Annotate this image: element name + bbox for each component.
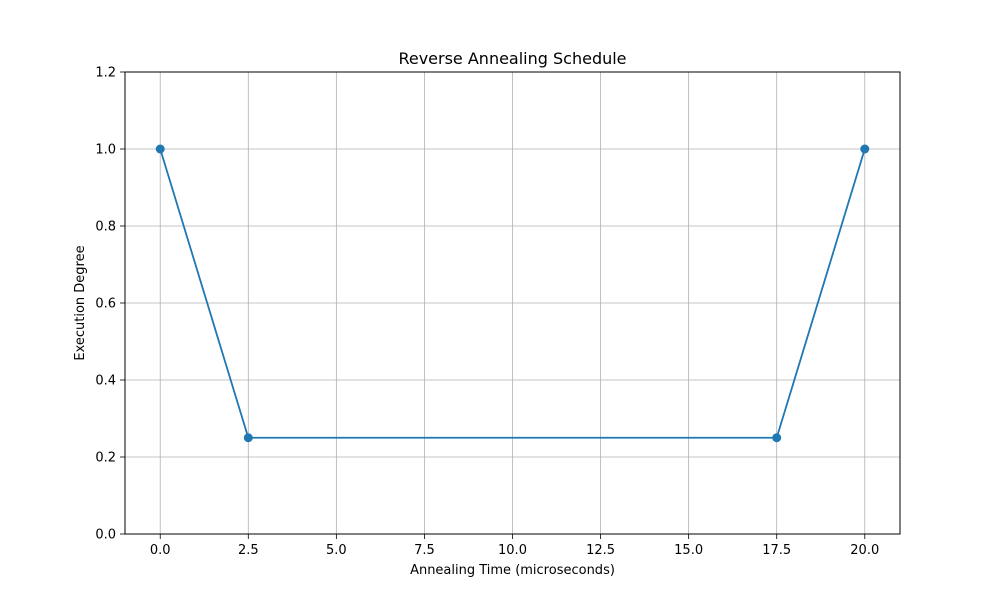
x-tick-label: 17.5 xyxy=(762,543,791,558)
y-tick-label: 0.2 xyxy=(95,451,116,466)
data-point xyxy=(155,144,165,154)
x-tick-label: 10.0 xyxy=(498,543,527,558)
x-tick-label: 15.0 xyxy=(674,543,703,558)
axis-ticks: 0.0 2.5 5.0 7.5 10.0 12.5 15.0 17.5 20.0 0.0 0.2 0.… xyxy=(95,66,879,559)
data-series xyxy=(155,144,870,443)
y-tick-label: 0.4 xyxy=(95,374,116,389)
y-tick-label: 0.6 xyxy=(95,297,116,312)
data-point xyxy=(772,433,782,443)
x-tick-label: 2.5 xyxy=(238,543,259,558)
grid xyxy=(125,71,900,535)
x-tick-label: 0.0 xyxy=(150,543,171,558)
y-tick-label: 1.0 xyxy=(95,143,116,158)
x-tick-label: 5.0 xyxy=(326,543,347,558)
x-tick-label: 7.5 xyxy=(414,543,435,558)
data-point xyxy=(860,144,870,154)
y-axis-label: Execution Degree xyxy=(73,245,88,360)
chart-title: Reverse Annealing Schedule xyxy=(398,49,626,68)
data-point xyxy=(243,433,253,443)
x-axis-label: Annealing Time (microseconds) xyxy=(410,563,615,578)
x-tick-label: 12.5 xyxy=(586,543,615,558)
y-tick-label: 1.2 xyxy=(95,66,116,81)
series-line xyxy=(159,148,866,439)
x-tick-label: 20.0 xyxy=(850,543,879,558)
y-tick-label: 0.0 xyxy=(95,528,116,543)
y-tick-label: 0.8 xyxy=(95,220,116,235)
